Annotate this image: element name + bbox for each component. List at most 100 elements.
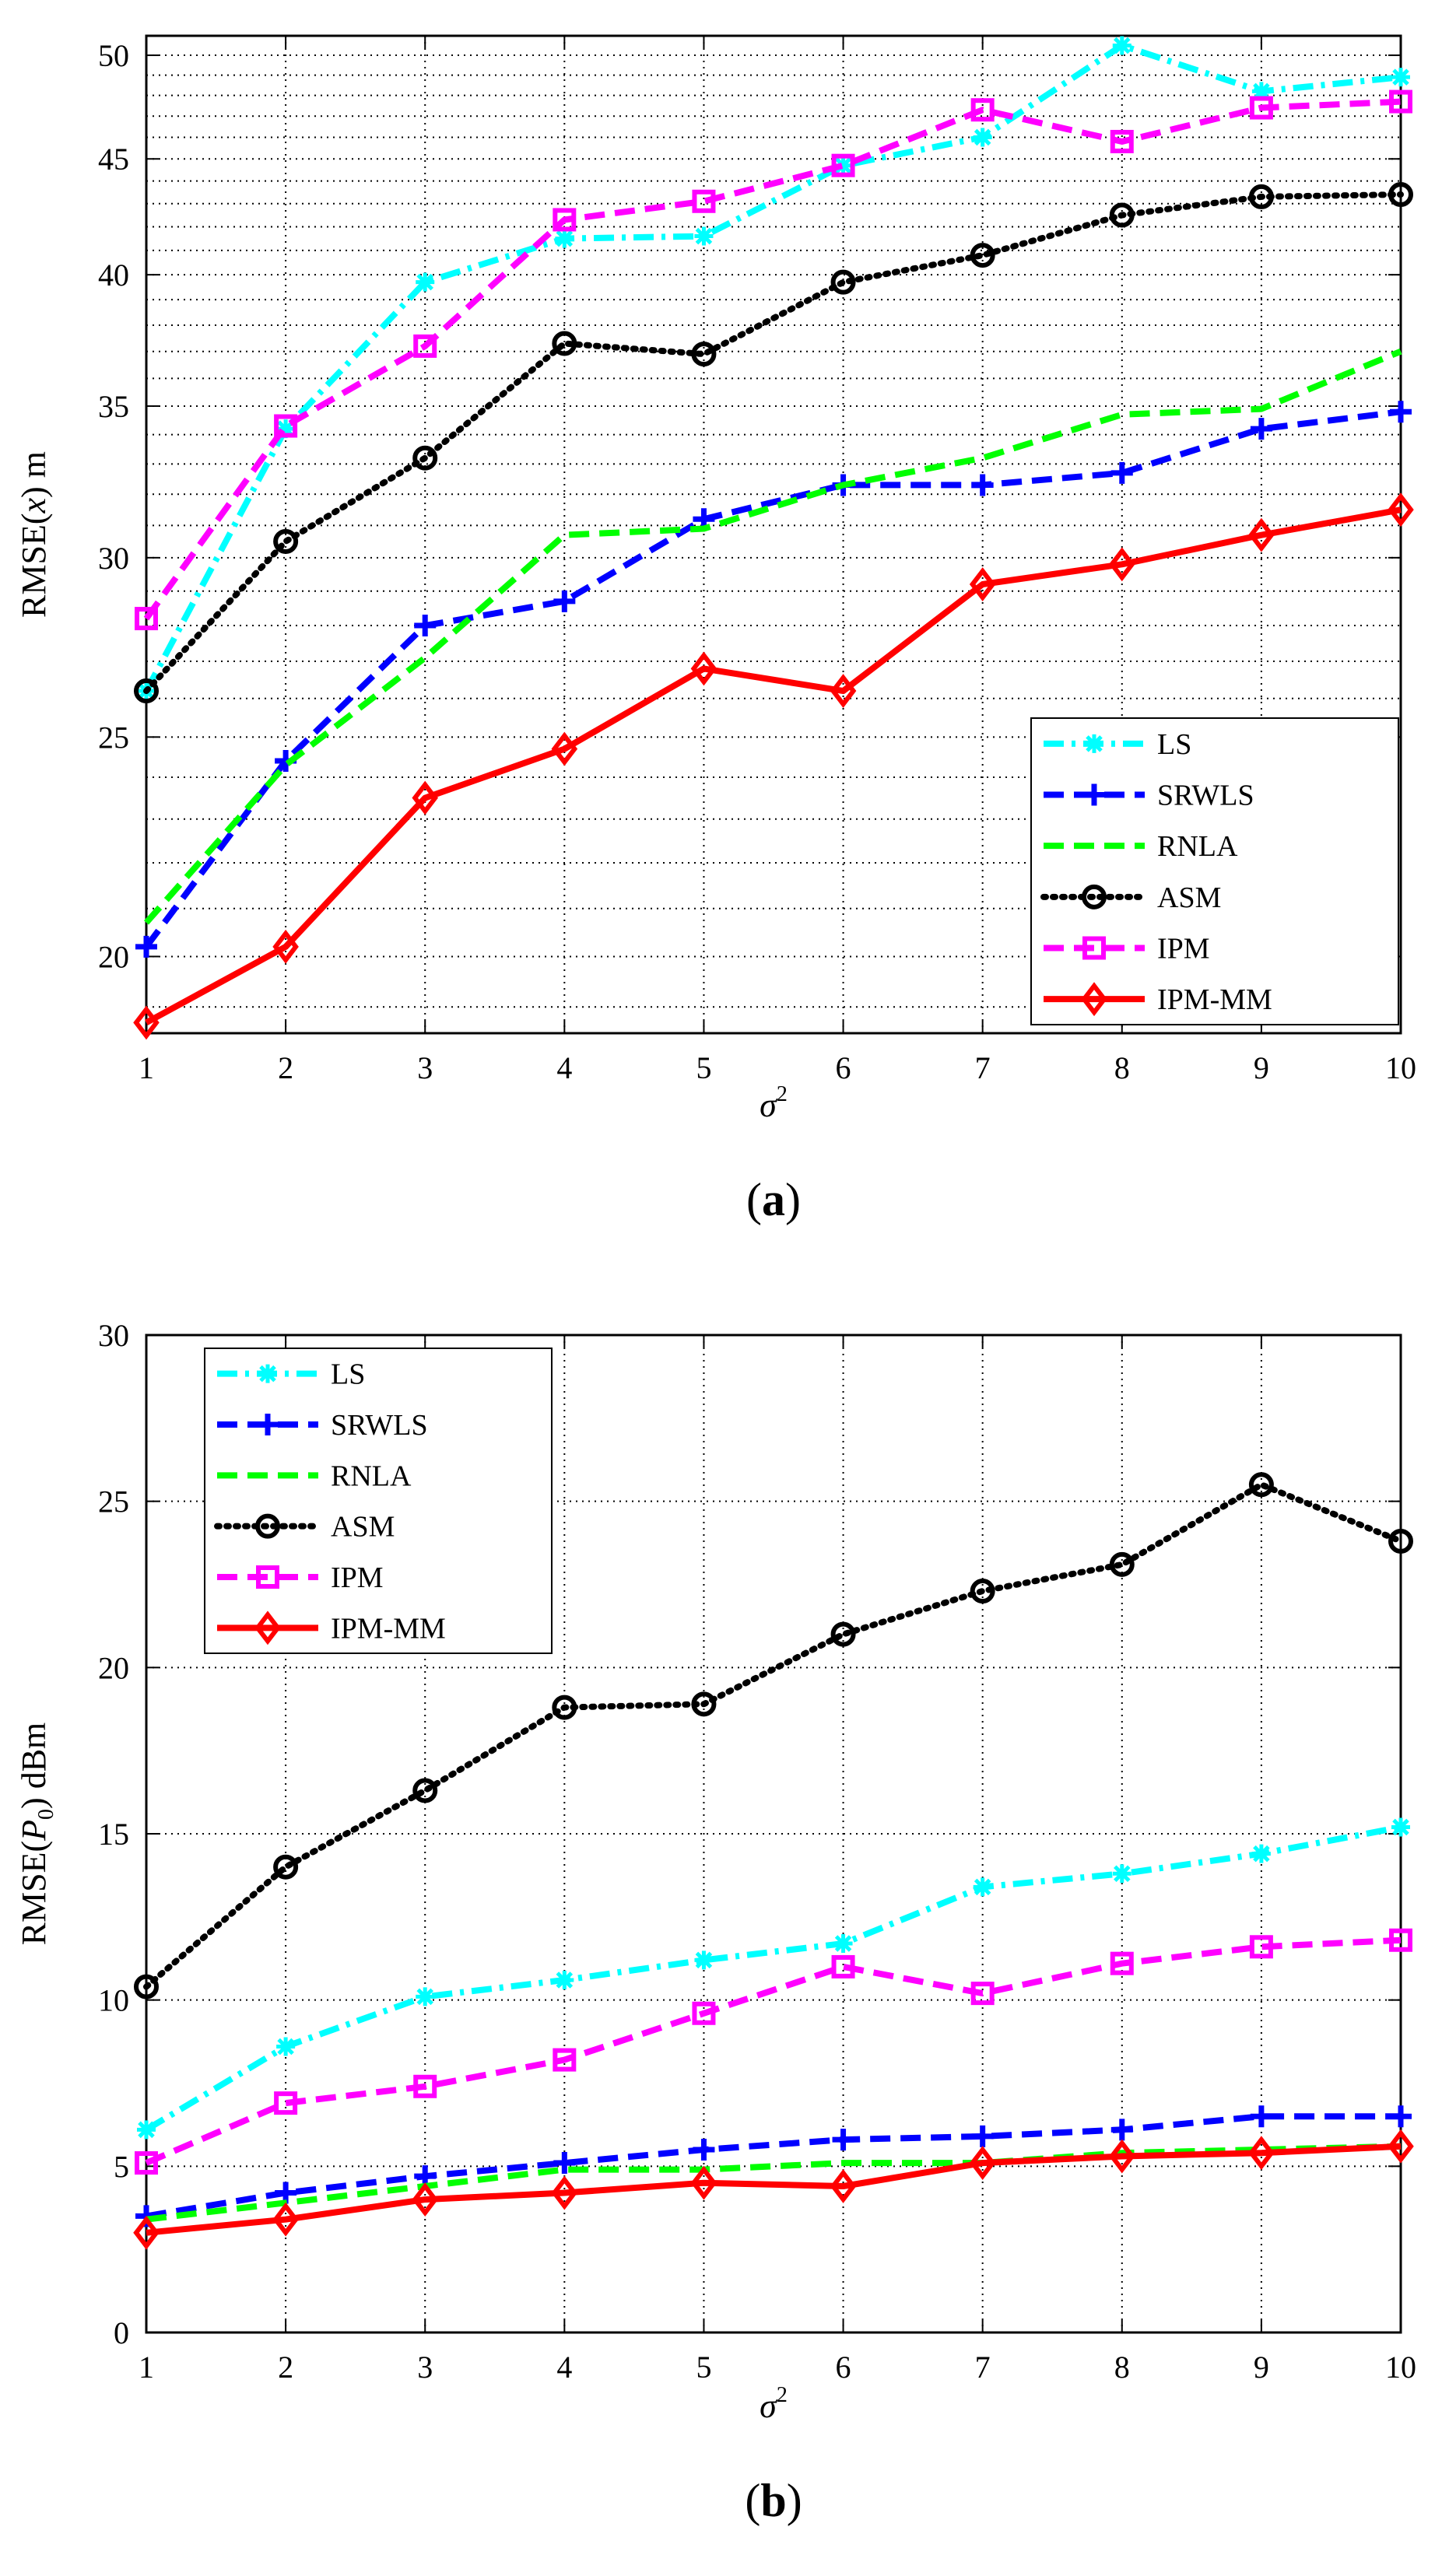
data-point-ipm-mm	[690, 651, 717, 686]
y-tick-label: 45	[98, 142, 129, 177]
panel-label: (b)	[745, 2475, 802, 2526]
y-tick-label: 50	[98, 38, 129, 73]
data-point-asm	[1248, 1472, 1274, 1498]
x-tick-label: 9	[1254, 2350, 1269, 2385]
y-axis-label: RMSE(x) m	[15, 451, 53, 618]
data-point-ls	[555, 1971, 574, 1990]
data-point-ls	[1251, 82, 1271, 101]
x-tick-label: 6	[836, 1050, 851, 1085]
data-point-srwls	[1110, 2119, 1133, 2141]
series-line-asm	[143, 1481, 1404, 1990]
data-point-ipm-mm	[551, 731, 578, 766]
series-line-ipm	[145, 1936, 1402, 2166]
y-axis-label: RMSE(P0) dBm	[15, 1723, 58, 1946]
legend: LS SRWLS RNLA ASM IPM IPM-MM	[1030, 717, 1399, 1025]
legend: LS SRWLS RNLA ASM IPM IPM-MM	[204, 1348, 553, 1654]
legend-item-asm: ASM	[1040, 881, 1221, 914]
series-ipm	[135, 1928, 1412, 2175]
data-point-srwls	[135, 935, 157, 958]
legend-box	[204, 1348, 553, 1654]
data-point-asm	[970, 243, 995, 268]
x-tick-label: 8	[1114, 1050, 1130, 1085]
series-line-rnla	[146, 2143, 1402, 2223]
data-point-asm	[691, 1691, 717, 1717]
x-tick-label: 3	[417, 1050, 433, 1085]
panel-a: 1 2 3 4 5 6 7 8 9 1020253035404550LSSRWLSRNLAASMI…	[15, 34, 1416, 1225]
legend-marker	[1082, 884, 1107, 909]
data-point-ipm	[413, 334, 437, 358]
series-ls	[137, 1817, 1410, 2140]
x-tick-label: 5	[696, 1050, 711, 1085]
data-point-ipm	[553, 2048, 577, 2072]
data-point-asm	[273, 1854, 299, 1880]
data-point-srwls	[1390, 2105, 1412, 2128]
x-tick-label: 2	[278, 2350, 293, 2385]
data-point-ls	[833, 1934, 853, 1954]
data-point-asm	[691, 342, 717, 367]
data-point-ipm	[135, 2151, 158, 2175]
legend-label: SRWLS	[1157, 780, 1254, 812]
legend-label: IPM	[331, 1561, 384, 1594]
x-tick-label: 1	[139, 2350, 154, 2385]
data-point-asm	[830, 269, 856, 295]
data-point-srwls	[1390, 401, 1412, 423]
y-tick-label: 0	[114, 2315, 129, 2350]
data-point-ls	[833, 156, 853, 175]
legend-item-rnla: RNLA	[1044, 830, 1238, 863]
x-tick-label: 8	[1114, 2350, 1130, 2385]
x-tick-label: 5	[696, 2350, 711, 2385]
legend-label: LS	[331, 1358, 365, 1391]
legend-label: RNLA	[331, 1460, 412, 1492]
data-point-ipm	[692, 2001, 716, 2025]
data-point-srwls	[553, 590, 576, 612]
data-point-ipm	[831, 153, 855, 177]
legend-label: ASM	[1157, 881, 1221, 914]
panel-label: (a)	[746, 1174, 801, 1225]
series-line-ls	[143, 42, 1402, 692]
data-point-ipm	[1249, 96, 1273, 120]
series-srwls	[135, 401, 1412, 958]
legend-item-asm: ASM	[214, 1511, 395, 1544]
legend-box	[1030, 717, 1399, 1025]
x-tick-label: 7	[975, 1050, 991, 1085]
series-asm	[134, 1472, 1413, 1999]
ticks: 1 2 3 4 5 6 7 8 9 10 0 5 10 15 20 25 30	[98, 1318, 1416, 2385]
legend-label: RNLA	[1157, 830, 1238, 863]
data-point-srwls	[1250, 2105, 1272, 2128]
data-point-ipm-mm	[1248, 2136, 1275, 2171]
data-point-ls	[276, 2037, 296, 2056]
data-point-asm	[134, 1974, 159, 1999]
y-tick-label: 30	[98, 541, 129, 576]
y-tick-label: 35	[98, 389, 129, 424]
data-point-ls	[555, 229, 574, 248]
series-line-ipm	[143, 98, 1402, 621]
legend-item-ipm: IPM	[1044, 933, 1210, 966]
y-tick-label: 20	[98, 1650, 129, 1685]
data-point-ipm	[1110, 129, 1134, 153]
data-point-ipm	[553, 208, 577, 232]
data-point-ls	[137, 2120, 156, 2140]
legend-marker	[1083, 783, 1105, 806]
series-asm	[134, 182, 1413, 704]
data-point-asm	[273, 528, 299, 554]
series-rnla	[144, 349, 1402, 925]
data-point-ipm	[1389, 1928, 1412, 1952]
data-point-ls	[694, 226, 714, 246]
data-point-ipm-mm	[1248, 517, 1275, 552]
series-layer	[133, 36, 1414, 1040]
legend-label: IPM-MM	[1157, 983, 1272, 1016]
x-tick-label: 4	[556, 2350, 572, 2385]
legend-item-srwls: SRWLS	[1044, 780, 1254, 812]
data-point-ipm	[1389, 89, 1412, 114]
axes-box	[145, 34, 1402, 1035]
series-ipm-mm	[133, 2129, 1414, 2250]
data-point-ipm-mm	[551, 2175, 578, 2210]
data-point-asm	[134, 678, 159, 704]
data-point-ipm-mm	[272, 929, 299, 964]
y-tick-label: 5	[114, 2149, 129, 2184]
y-tick-label: 40	[98, 258, 129, 293]
series-line-asm	[143, 191, 1404, 695]
legend-marker	[255, 1513, 280, 1539]
data-point-asm	[1109, 202, 1135, 228]
